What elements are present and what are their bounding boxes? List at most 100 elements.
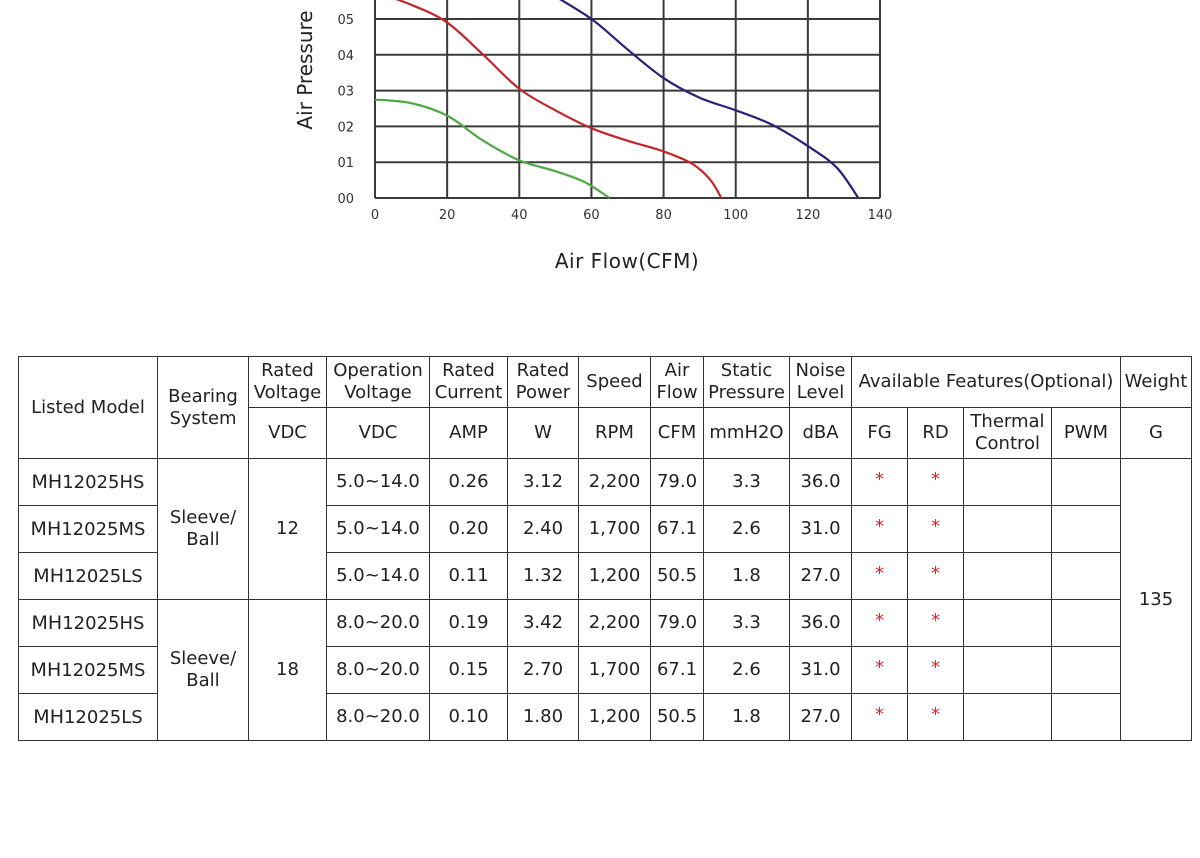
unit-rated-power: W	[507, 407, 579, 459]
noise-cell: 27.0	[789, 552, 852, 600]
op-voltage-cell: 8.0~20.0	[326, 693, 430, 741]
series-line-2	[559, 0, 860, 199]
current-cell: 0.15	[429, 646, 508, 694]
unit-rated-voltage: VDC	[248, 407, 327, 459]
pressure-cell: 3.3	[703, 599, 790, 647]
rated-voltage-cell: 12	[248, 458, 327, 600]
noise-cell: 31.0	[789, 646, 852, 694]
flow-cell: 67.1	[650, 646, 704, 694]
current-cell: 0.26	[429, 458, 508, 506]
thermal-cell	[963, 458, 1052, 506]
fg-mark: *	[875, 704, 884, 725]
model-cell: MH12025LS	[18, 693, 158, 741]
noise-cell: 36.0	[789, 458, 852, 506]
noise-cell: 36.0	[789, 599, 852, 647]
model-prefix: MH	[33, 705, 64, 728]
header-bearing-system: Bearing System	[157, 356, 249, 459]
model-cell: MH12025MS	[18, 646, 158, 694]
flow-cell: 50.5	[650, 552, 704, 600]
rd-cell: *	[907, 693, 964, 741]
thermal-cell	[963, 505, 1052, 553]
model-cell: MH12025LS	[18, 552, 158, 600]
model-prefix: MH	[30, 658, 62, 681]
pwm-cell	[1051, 505, 1121, 553]
fan-spec-table: Listed Model Bearing System Rated Voltag…	[18, 356, 1192, 741]
header-weight: Weight	[1120, 356, 1192, 408]
unit-weight: G	[1120, 407, 1192, 459]
header-operation-voltage: Operation Voltage	[326, 356, 430, 408]
unit-operation-voltage: VDC	[326, 407, 430, 459]
header-static-pressure: Static Pressure	[703, 356, 790, 408]
x-tick-label: 140	[868, 208, 893, 223]
model-number: 12025HS	[62, 471, 145, 493]
header-thermal-control: Thermal Control	[963, 407, 1052, 459]
chart-svg: 0 20 40 60 80 100 120 140 00 01 02 03 04 05	[337, 0, 893, 223]
pwm-cell	[1051, 599, 1121, 647]
model-number: 12025MS	[61, 659, 146, 681]
pq-curve-chart: 0 20 40 60 80 100 120 140 00 01 02 03 04 05 Air Press…	[0, 0, 1200, 290]
rd-cell: *	[907, 505, 964, 553]
unit-air-flow: CFM	[650, 407, 704, 459]
thermal-cell	[963, 693, 1052, 741]
fg-mark: *	[875, 516, 884, 537]
speed-cell: 2,200	[578, 599, 651, 647]
pressure-cell: 3.3	[703, 458, 790, 506]
fg-mark: *	[875, 610, 884, 631]
noise-cell: 31.0	[789, 505, 852, 553]
pwm-cell	[1051, 693, 1121, 741]
chart-x-axis-label: Air Flow(CFM)	[554, 249, 700, 273]
power-cell: 3.42	[507, 599, 579, 647]
header-rated-current: Rated Current	[429, 356, 508, 408]
model-prefix: MH	[31, 611, 63, 634]
speed-cell: 1,200	[578, 693, 651, 741]
model-prefix: MH	[33, 564, 64, 587]
series-line-0	[374, 98, 611, 199]
header-available-features: Available Features(Optional)	[851, 356, 1121, 408]
model-number: 12025MS	[61, 518, 146, 540]
header-air-flow: Air Flow	[650, 356, 704, 408]
model-number: 12025LS	[63, 706, 143, 728]
thermal-cell	[963, 646, 1052, 694]
x-tick-label: 80	[655, 208, 672, 223]
x-tick-label: 100	[723, 208, 748, 223]
y-tick-label: 02	[337, 120, 354, 135]
x-tick-label: 60	[583, 208, 600, 223]
rd-mark: *	[931, 610, 940, 631]
speed-cell: 1,700	[578, 646, 651, 694]
weight-cell: 135	[1120, 458, 1192, 741]
model-number: 12025LS	[63, 565, 143, 587]
table-row: MH12025HS Sleeve/ Ball 18 8.0~20.0 0.19 …	[18, 599, 1192, 741]
y-tick-label: 03	[337, 85, 354, 100]
y-tick-label: 01	[337, 156, 354, 171]
rd-cell: *	[907, 646, 964, 694]
y-tick-label: 05	[337, 13, 354, 28]
rd-cell: *	[907, 458, 964, 506]
x-tick-label: 0	[371, 208, 379, 223]
speed-cell: 1,200	[578, 552, 651, 600]
fg-mark: *	[875, 563, 884, 584]
fg-cell: *	[851, 646, 908, 694]
fg-cell: *	[851, 505, 908, 553]
x-tick-label: 40	[511, 208, 528, 223]
pwm-cell	[1051, 646, 1121, 694]
unit-speed: RPM	[578, 407, 651, 459]
model-prefix: MH	[30, 517, 62, 540]
pwm-cell	[1051, 458, 1121, 506]
current-cell: 0.11	[429, 552, 508, 600]
power-cell: 1.80	[507, 693, 579, 741]
rd-cell: *	[907, 552, 964, 600]
flow-cell: 67.1	[650, 505, 704, 553]
header-speed: Speed	[578, 356, 651, 408]
speed-cell: 1,700	[578, 505, 651, 553]
model-cell: MH12025MS	[18, 505, 158, 553]
header-rd: RD	[907, 407, 964, 459]
op-voltage-cell: 5.0~14.0	[326, 552, 430, 600]
current-cell: 0.10	[429, 693, 508, 741]
table-row: MH12025MS 5.0~14.0 0.20 2.40 1,700 67.1 …	[18, 505, 1192, 553]
table-row: MH12025MS 8.0~20.0 0.15 2.70 1,700 67.1 …	[18, 646, 1192, 694]
speed-cell: 2,200	[578, 458, 651, 506]
model-prefix: MH	[31, 470, 63, 493]
model-cell: MH12025HS	[18, 599, 158, 647]
rated-voltage-cell: 18	[248, 599, 327, 741]
series-line-1	[395, 0, 723, 199]
